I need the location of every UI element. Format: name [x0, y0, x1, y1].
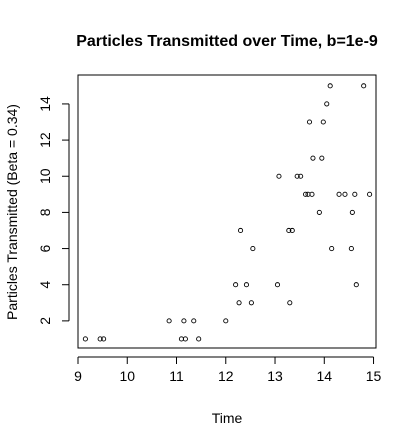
data-point	[329, 246, 335, 252]
data-point	[309, 191, 315, 197]
data-point	[182, 336, 188, 342]
data-point	[237, 227, 244, 234]
data-point	[367, 191, 373, 197]
data-points	[82, 83, 373, 342]
data-point	[294, 173, 300, 179]
data-point	[327, 83, 333, 89]
data-point	[342, 191, 348, 197]
data-point	[250, 246, 256, 252]
data-point	[223, 318, 229, 324]
x-tick-label: 10	[119, 368, 135, 384]
plot-area	[77, 74, 377, 349]
data-point	[352, 191, 358, 197]
data-point	[243, 282, 250, 288]
y-tick-label: 4	[37, 281, 53, 289]
chart-title: Particles Transmitted over Time, b=1e-9	[76, 33, 378, 50]
data-point	[248, 300, 254, 306]
y-axis: 2 4 6 8 10 12 14	[37, 96, 70, 325]
data-point	[274, 282, 281, 288]
data-point	[310, 155, 316, 161]
data-point	[324, 101, 330, 107]
y-tick-label: 8	[37, 208, 53, 216]
y-tick-label: 6	[37, 244, 53, 252]
y-tick-label: 10	[37, 168, 53, 184]
y-axis-label: Particles Transmitted (Beta = 0.34)	[4, 104, 20, 320]
data-point	[196, 336, 202, 342]
data-point	[233, 282, 239, 288]
data-point	[349, 209, 355, 215]
data-point	[303, 191, 309, 197]
x-tick-label: 11	[169, 368, 184, 384]
y-tick-label: 2	[37, 317, 53, 325]
y-tick-label: 14	[37, 96, 53, 112]
data-point	[286, 227, 292, 234]
x-tick-label: 9	[74, 368, 82, 384]
data-point	[319, 155, 325, 161]
x-tick-label: 13	[267, 368, 283, 384]
data-point	[276, 173, 282, 179]
x-axis: 9 10 11 12 13 14 15	[74, 356, 382, 384]
x-axis-label: Time	[212, 410, 243, 426]
data-point	[191, 318, 197, 324]
x-tick-label: 12	[218, 368, 234, 384]
data-point	[101, 336, 107, 342]
data-point	[320, 119, 326, 125]
data-point	[361, 83, 367, 89]
data-point	[348, 246, 354, 252]
x-tick-label: 15	[366, 368, 382, 384]
data-point	[82, 336, 88, 342]
data-point	[336, 191, 342, 197]
y-tick-label: 12	[37, 132, 53, 148]
x-tick-label: 14	[316, 368, 332, 384]
data-point	[298, 173, 304, 179]
data-point	[97, 336, 103, 342]
data-point	[289, 227, 295, 234]
data-point	[287, 300, 293, 306]
data-point	[166, 318, 172, 324]
data-point	[353, 282, 359, 288]
data-point	[306, 119, 313, 125]
data-point	[236, 300, 242, 306]
data-point	[181, 318, 187, 324]
data-point	[316, 209, 322, 215]
